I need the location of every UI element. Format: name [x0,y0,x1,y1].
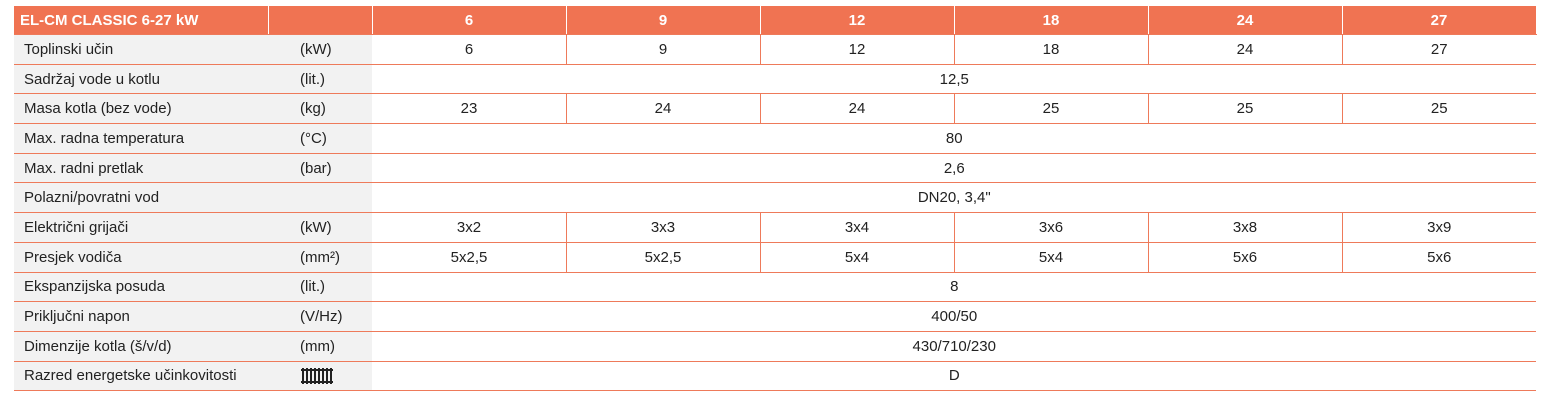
value-cell: 80 [371,123,1536,154]
row: Ekspanzijska posuda (lit.) 8 [14,272,1536,303]
value-cell: 12 [759,34,954,65]
spec-table: EL-CM CLASSIC 6-27 kW 6 9 12 18 24 27 Toplins… [14,6,1537,392]
value-cell: 24 [565,93,760,125]
row-unit [268,361,373,392]
row-label: Toplinski učin [14,34,268,65]
row-unit: (lit.) [268,64,373,95]
header-title: EL-CM CLASSIC 6-27 kW [14,6,269,35]
value-cell: 8 [371,272,1536,303]
header-cell: 27 [1342,6,1537,35]
row-label: Razred energetske učinkovitosti [14,361,268,392]
row: Razred energetske učinkovitosti D [14,361,1536,392]
header-cell: 18 [954,6,1149,35]
value-cell: 24 [1147,34,1342,65]
value-cell: 25 [1147,93,1342,125]
row-label: Dimenzije kotla (š/v/d) [14,331,268,362]
row-unit: (°C) [268,123,373,154]
row: Max. radna temperatura (°C) 80 [14,123,1536,154]
row: Masa kotla (bez vode) (kg) 23 24 24 25 25 25 [14,93,1536,125]
value-cell: 3x9 [1341,212,1536,243]
value-cell: 5x2,5 [371,242,566,273]
value-cell: 24 [759,93,954,125]
row-label: Max. radna temperatura [14,123,268,154]
row-label: Priključni napon [14,301,268,332]
row-label: Presjek vodiča [14,242,268,273]
value-cell: 25 [953,93,1148,125]
header-unit-cell [268,6,373,35]
value-cell: 23 [371,93,566,125]
row-label: Polazni/povratni vod [14,182,268,214]
value-cell: 430/710/230 [371,331,1536,362]
value-cell: DN20, 3,4" [371,182,1536,214]
row-unit: (V/Hz) [268,301,373,332]
row-unit: (lit.) [268,272,373,303]
row: Presjek vodiča (mm²) 5x2,5 5x2,5 5x4 5x4 5x6 5x… [14,242,1536,273]
row: Max. radni pretlak (bar) 2,6 [14,153,1536,184]
value-cell: 2,6 [371,153,1536,184]
value-cell: 18 [953,34,1148,65]
row-unit: (kg) [268,93,373,125]
value-cell: 3x4 [759,212,954,243]
value-cell: 9 [565,34,760,65]
table-body: EL-CM CLASSIC 6-27 kW 6 9 12 18 24 27 Toplins… [14,6,1537,392]
row: Priključni napon (V/Hz) 400/50 [14,301,1536,332]
row: Polazni/povratni vod DN20, 3,4" [14,182,1536,214]
row-unit: (kW) [268,34,373,65]
value-cell: 3x2 [371,212,566,243]
row: Toplinski učin (kW) 6 9 12 18 24 27 [14,34,1536,65]
value-cell: 5x4 [759,242,954,273]
header-row: EL-CM CLASSIC 6-27 kW 6 9 12 18 24 27 [14,6,1537,35]
row-unit [268,182,373,214]
value-cell: 25 [1341,93,1536,125]
energy-icon [301,367,333,384]
value-cell: 3x6 [953,212,1148,243]
value-cell: D [371,361,1536,392]
row-unit: (kW) [268,212,373,243]
row-unit: (mm) [268,331,373,362]
row-label: Ekspanzijska posuda [14,272,268,303]
row-label: Masa kotla (bez vode) [14,93,268,125]
header-cell: 12 [760,6,955,35]
header-cell: 24 [1148,6,1343,35]
row: Sadržaj vode u kotlu (lit.) 12,5 [14,64,1536,95]
value-cell: 5x4 [953,242,1148,273]
value-cell: 400/50 [371,301,1536,332]
row-unit: (mm²) [268,242,373,273]
value-cell: 12,5 [371,64,1536,95]
row: Električni grijači (kW) 3x2 3x3 3x4 3x6 3x8 3x9 [14,212,1536,243]
value-cell: 3x3 [565,212,760,243]
value-cell: 5x6 [1147,242,1342,273]
header-cell: 6 [372,6,567,35]
row: Dimenzije kotla (š/v/d) (mm) 430/710/230 [14,331,1536,362]
value-cell: 5x6 [1341,242,1536,273]
row-label: Električni grijači [14,212,268,243]
value-cell: 6 [371,34,566,65]
row-label: Max. radni pretlak [14,153,268,184]
row-unit: (bar) [268,153,373,184]
value-cell: 5x2,5 [565,242,760,273]
header-cell: 9 [566,6,761,35]
value-cell: 27 [1341,34,1536,65]
row-label: Sadržaj vode u kotlu [14,64,268,95]
value-cell: 3x8 [1147,212,1342,243]
